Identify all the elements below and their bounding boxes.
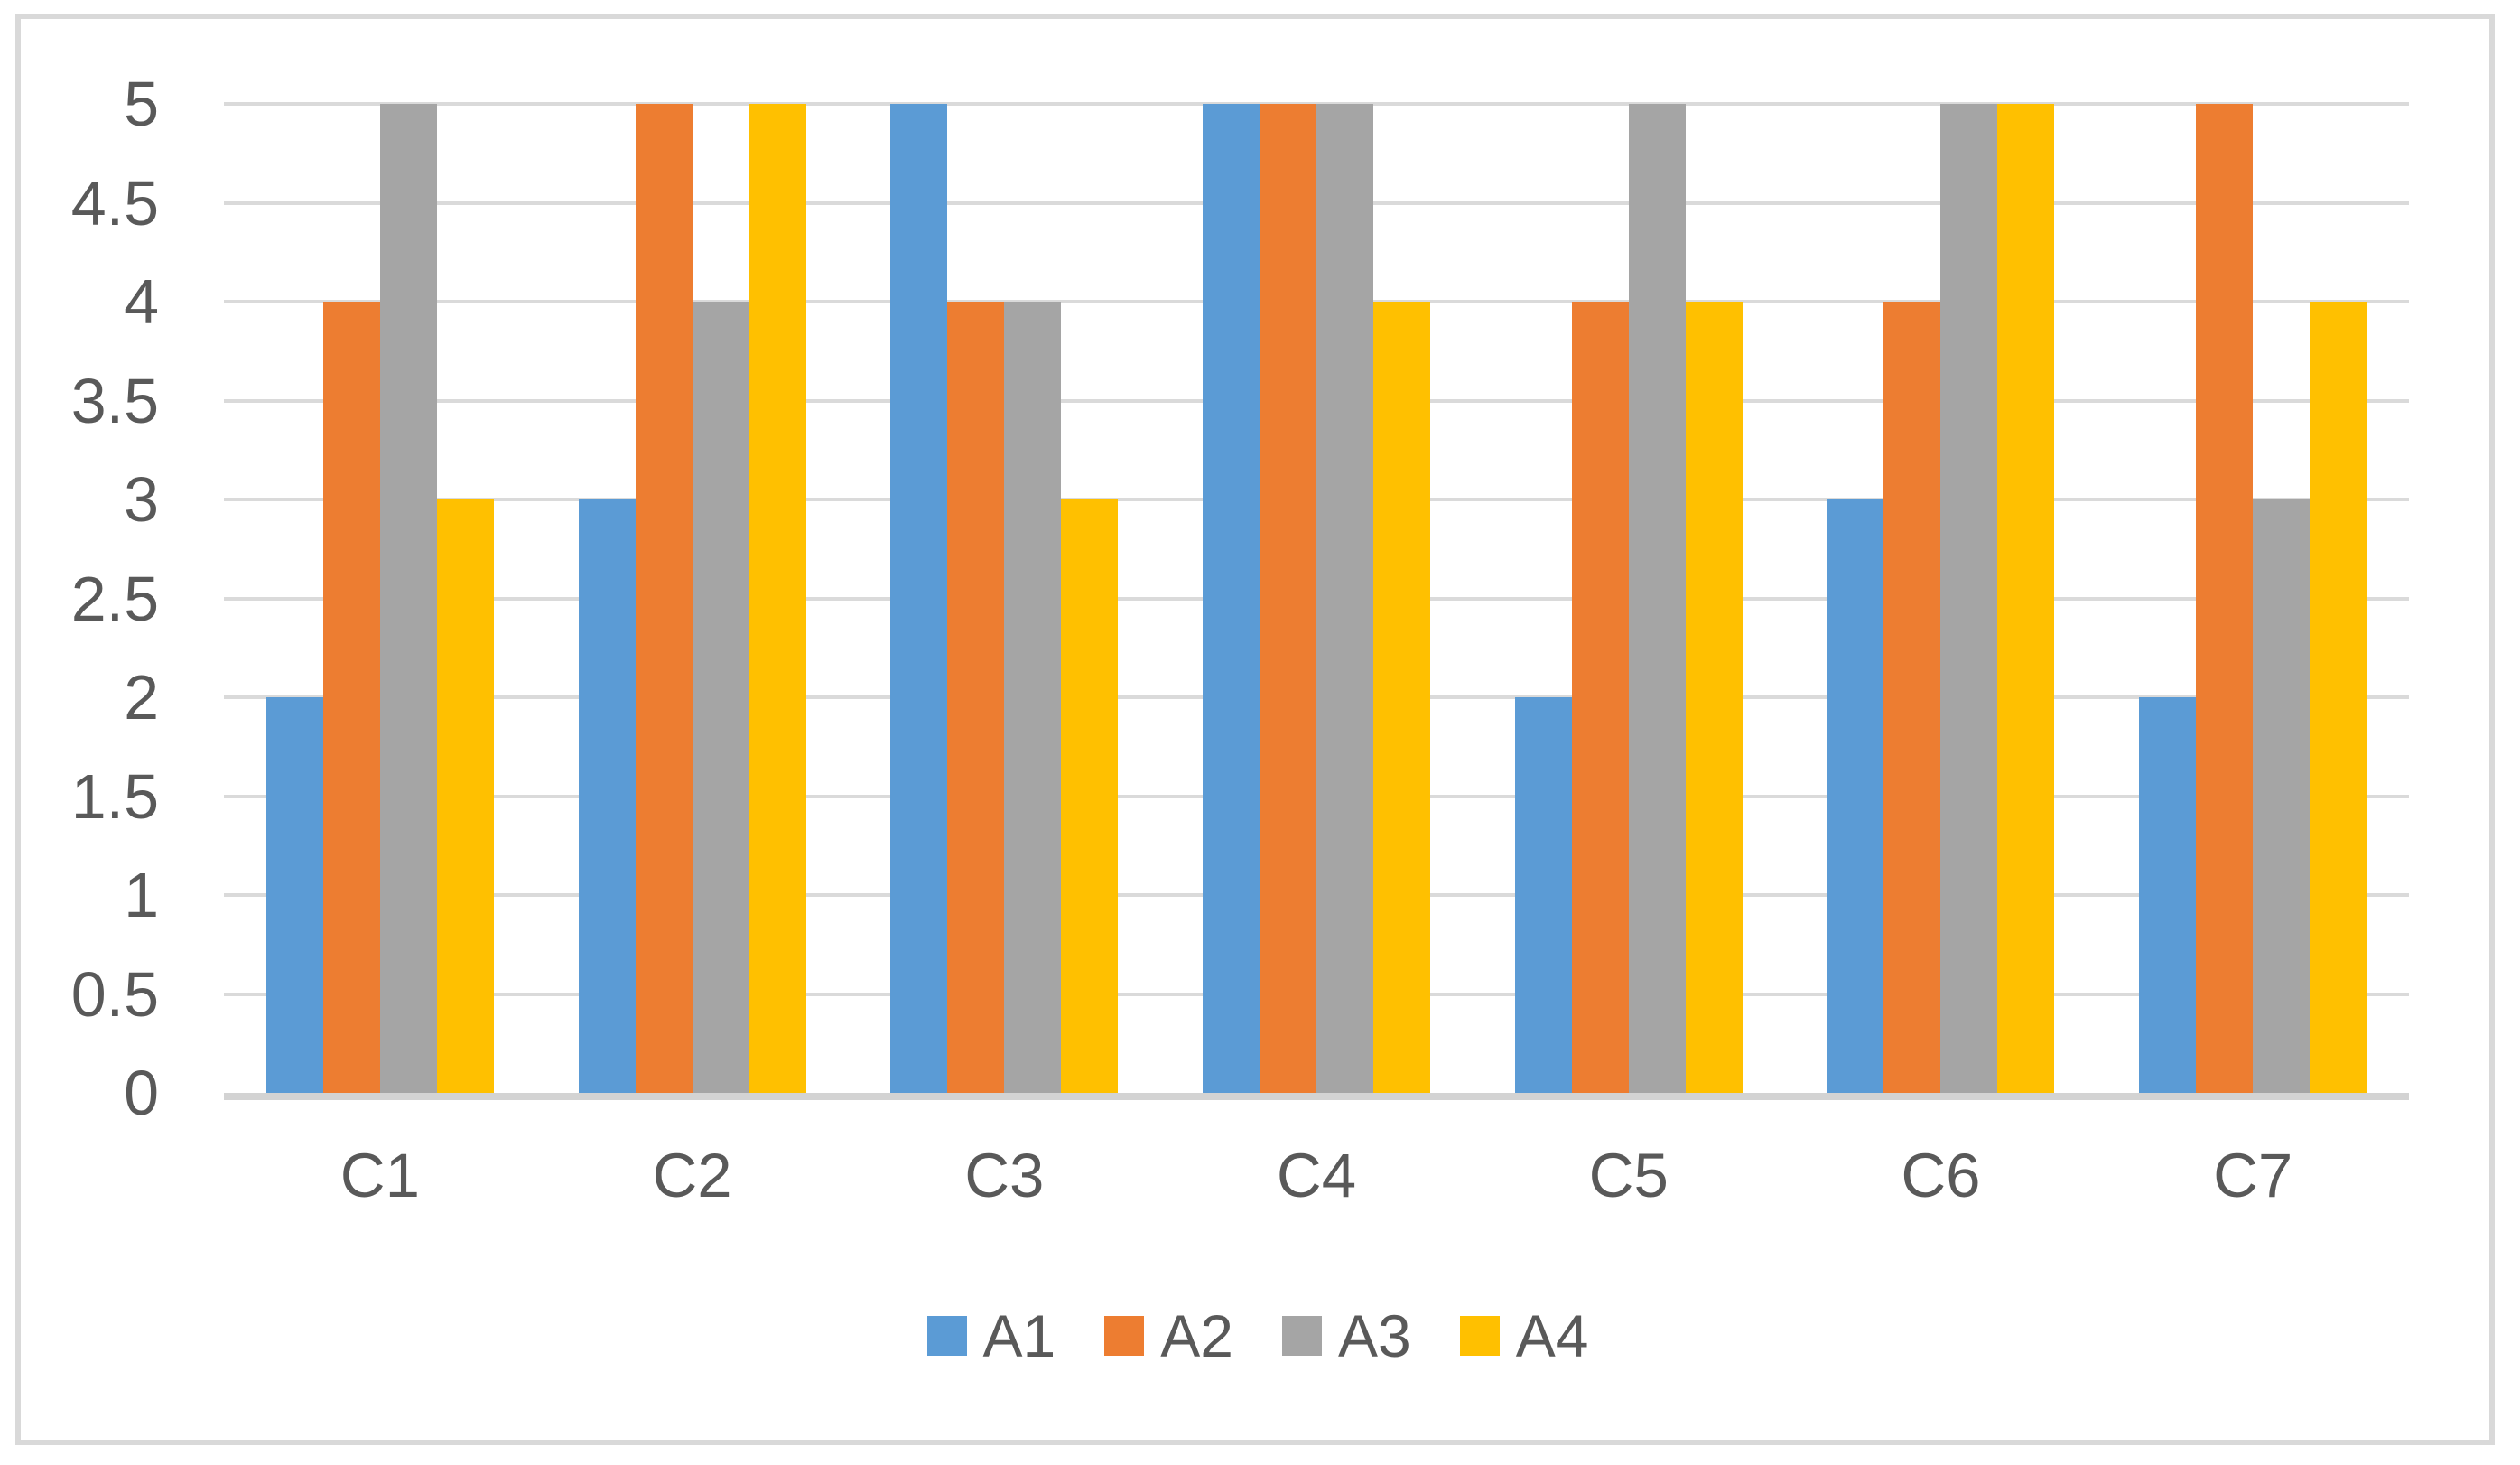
bar-a1-c4 [1203, 104, 1260, 1093]
x-category-label-c1: C1 [339, 1141, 420, 1210]
legend-label: A4 [1515, 1302, 1589, 1369]
bar-a1-c1 [265, 697, 323, 1093]
x-category-label-c3: C3 [964, 1141, 1045, 1210]
y-tick-label: 2.5 [70, 563, 159, 634]
bar-a2-c6 [1883, 302, 1941, 1093]
bar-a3-c5 [1628, 104, 1686, 1093]
bar-a2-c2 [635, 104, 693, 1093]
legend-label: A3 [1338, 1302, 1411, 1369]
bar-a3-c6 [1940, 104, 1998, 1093]
bar-group-c7 [2097, 104, 2409, 1093]
x-category-label-c6: C6 [1901, 1141, 1981, 1210]
y-tick-label: 5 [124, 69, 159, 139]
y-tick-label: 0 [124, 1058, 159, 1128]
bar-a2-c7 [2196, 104, 2254, 1093]
bar-a4-c7 [2310, 302, 2367, 1093]
legend-item-a3: A3 [1282, 1306, 1411, 1366]
bar-a1-c2 [578, 499, 636, 1093]
legend-swatch-icon [926, 1316, 967, 1356]
y-tick-label: 3.5 [70, 365, 159, 436]
y-tick-label: 3 [124, 464, 159, 535]
x-category-label-c7: C7 [2213, 1141, 2293, 1210]
bar-a2-c4 [1260, 104, 1317, 1093]
legend-label: A2 [1160, 1302, 1233, 1369]
bar-a4-c5 [1685, 302, 1743, 1093]
bar-a3-c1 [379, 104, 437, 1093]
x-category-label-c2: C2 [652, 1141, 732, 1210]
bar-group-c1 [224, 104, 536, 1093]
bar-group-c6 [1785, 104, 2097, 1093]
x-category-label-c4: C4 [1276, 1141, 1357, 1210]
bar-a4-c4 [1373, 302, 1431, 1093]
y-tick-label: 1 [124, 860, 159, 930]
legend: A1 A2 A3 A4 [21, 1306, 2495, 1366]
bar-a3-c2 [692, 302, 749, 1093]
legend-swatch-icon [1459, 1316, 1500, 1356]
bar-a2-c5 [1571, 302, 1629, 1093]
bar-a1-c6 [1827, 499, 1884, 1093]
bar-a1-c3 [890, 104, 948, 1093]
legend-swatch-icon [1104, 1316, 1145, 1356]
bar-group-c5 [1473, 104, 1785, 1093]
y-tick-label: 4 [124, 266, 159, 337]
bar-a4-c3 [1061, 499, 1119, 1093]
bar-group-c2 [536, 104, 849, 1093]
bar-a3-c3 [1004, 302, 1062, 1093]
bar-a4-c1 [436, 499, 494, 1093]
y-axis: 5 4.5 4 3.5 3 2.5 2 1.5 1 0.5 0 [0, 72, 159, 1124]
bar-a4-c6 [1997, 104, 2055, 1093]
x-axis-line [224, 1093, 2409, 1100]
x-category-label-c5: C5 [1588, 1141, 1669, 1210]
bar-a2-c1 [322, 302, 380, 1093]
bar-group-c4 [1160, 104, 1473, 1093]
bar-a2-c3 [947, 302, 1005, 1093]
y-tick-label: 1.5 [70, 760, 159, 832]
y-tick-label: 2 [124, 662, 159, 732]
bar-a3-c7 [2253, 499, 2311, 1093]
bar-a1-c5 [1514, 697, 1572, 1093]
x-axis: C1 C2 C3 C4 C5 C6 C7 [224, 1140, 2409, 1211]
bar-a1-c7 [2139, 697, 2197, 1093]
bar-group-c3 [848, 104, 1160, 1093]
legend-item-a2: A2 [1104, 1306, 1233, 1366]
y-tick-label: 4.5 [70, 167, 159, 238]
legend-label: A1 [982, 1302, 1056, 1369]
bar-a4-c2 [749, 104, 806, 1093]
bar-a3-c4 [1316, 104, 1374, 1093]
legend-item-a1: A1 [926, 1302, 1056, 1369]
legend-item-a4: A4 [1459, 1302, 1589, 1369]
legend-swatch-icon [1282, 1316, 1322, 1356]
bar-groups [224, 104, 2409, 1093]
y-tick-label: 0.5 [70, 958, 159, 1030]
plot-area [224, 102, 2409, 1100]
